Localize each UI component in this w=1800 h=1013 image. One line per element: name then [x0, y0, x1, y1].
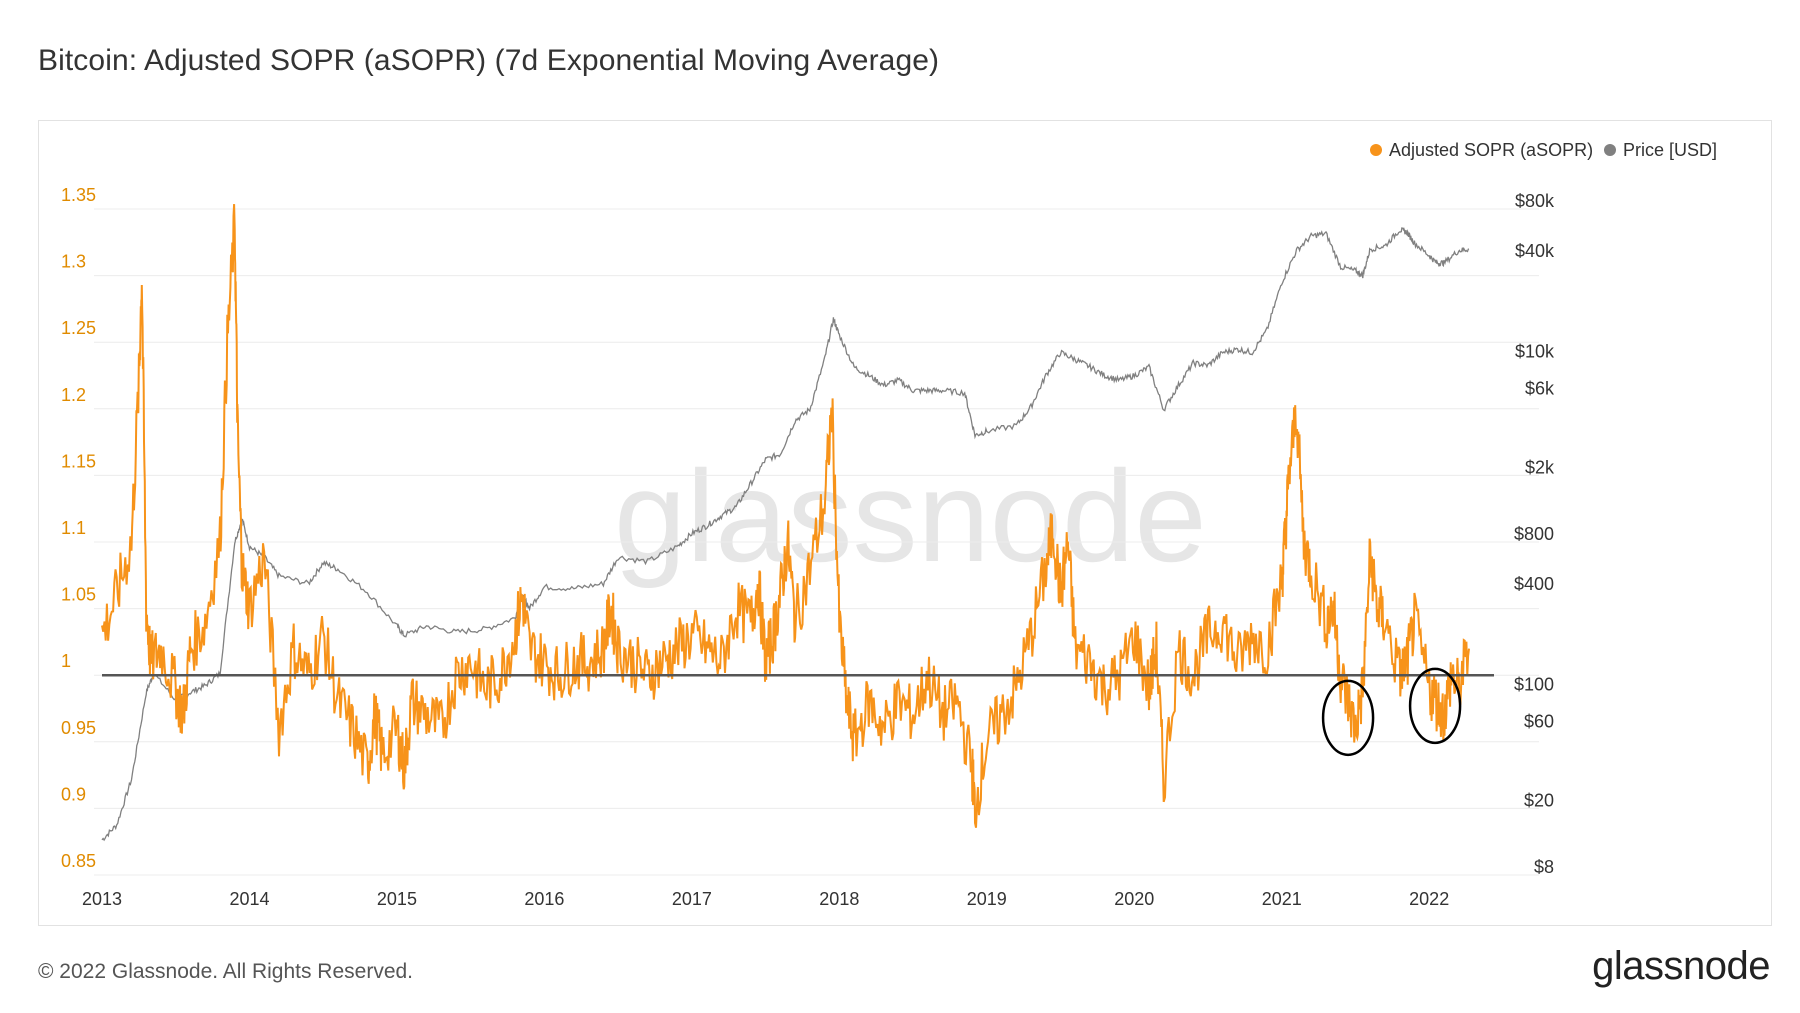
glassnode-logo: glassnode [1592, 944, 1770, 988]
left-tick-label: 0.95 [61, 718, 96, 738]
asopr-series-line [101, 204, 1470, 828]
annotation-ellipse [1408, 667, 1462, 745]
legend-price-label: Price [USD] [1623, 140, 1717, 160]
left-tick-label: 1.1 [61, 518, 86, 538]
price-series-line [101, 227, 1470, 842]
left-tick-label: 1.2 [61, 385, 86, 405]
x-tick-label: 2013 [82, 889, 122, 909]
legend-asopr-label: Adjusted SOPR (aSOPR) [1389, 140, 1593, 160]
legend-price-dot [1604, 144, 1616, 156]
right-tick-label: $10k [1515, 341, 1555, 361]
legend-asopr-dot [1370, 144, 1382, 156]
left-tick-label: 1.35 [61, 185, 96, 205]
x-tick-label: 2022 [1409, 889, 1449, 909]
right-tick-label: $80k [1515, 191, 1555, 211]
x-tick-label: 2020 [1114, 889, 1154, 909]
right-tick-label: $6k [1525, 378, 1555, 398]
right-tick-label: $40k [1515, 241, 1555, 261]
x-tick-label: 2021 [1262, 889, 1302, 909]
left-tick-label: 1.15 [61, 451, 96, 471]
annotation-ellipse [1321, 679, 1375, 757]
chart-svg: glassnode 1.35 1.3 1.25 1.2 1.15 1.1 1.05 1 0.95 0… [61, 140, 1717, 909]
chart-panel: glassnode 1.35 1.3 1.25 1.2 1.15 1.1 1.05 1 0.95 0… [38, 120, 1772, 926]
left-tick-label: 0.9 [61, 784, 86, 804]
right-tick-label: $800 [1514, 524, 1554, 544]
left-tick-label: 0.85 [61, 851, 96, 871]
right-tick-label: $2k [1525, 458, 1555, 478]
x-tick-label: 2019 [967, 889, 1007, 909]
chart-title: Bitcoin: Adjusted SOPR (aSOPR) (7d Expon… [38, 44, 940, 77]
x-tick-label: 2016 [524, 889, 564, 909]
left-tick-label: 1 [61, 651, 71, 671]
right-tick-label: $400 [1514, 574, 1554, 594]
copyright-text: © 2022 Glassnode. All Rights Reserved. [38, 960, 414, 983]
right-tick-label: $60 [1524, 711, 1554, 731]
right-tick-label: $8 [1534, 857, 1554, 877]
watermark-text: glassnode [614, 443, 1207, 589]
right-tick-label: $100 [1514, 674, 1554, 694]
left-tick-label: 1.05 [61, 585, 96, 605]
x-tick-label: 2017 [672, 889, 712, 909]
left-tick-label: 1.3 [61, 252, 86, 272]
right-tick-label: $20 [1524, 791, 1554, 811]
left-tick-label: 1.25 [61, 318, 96, 338]
x-tick-label: 2014 [229, 889, 269, 909]
x-tick-label: 2015 [377, 889, 417, 909]
x-tick-label: 2018 [819, 889, 859, 909]
